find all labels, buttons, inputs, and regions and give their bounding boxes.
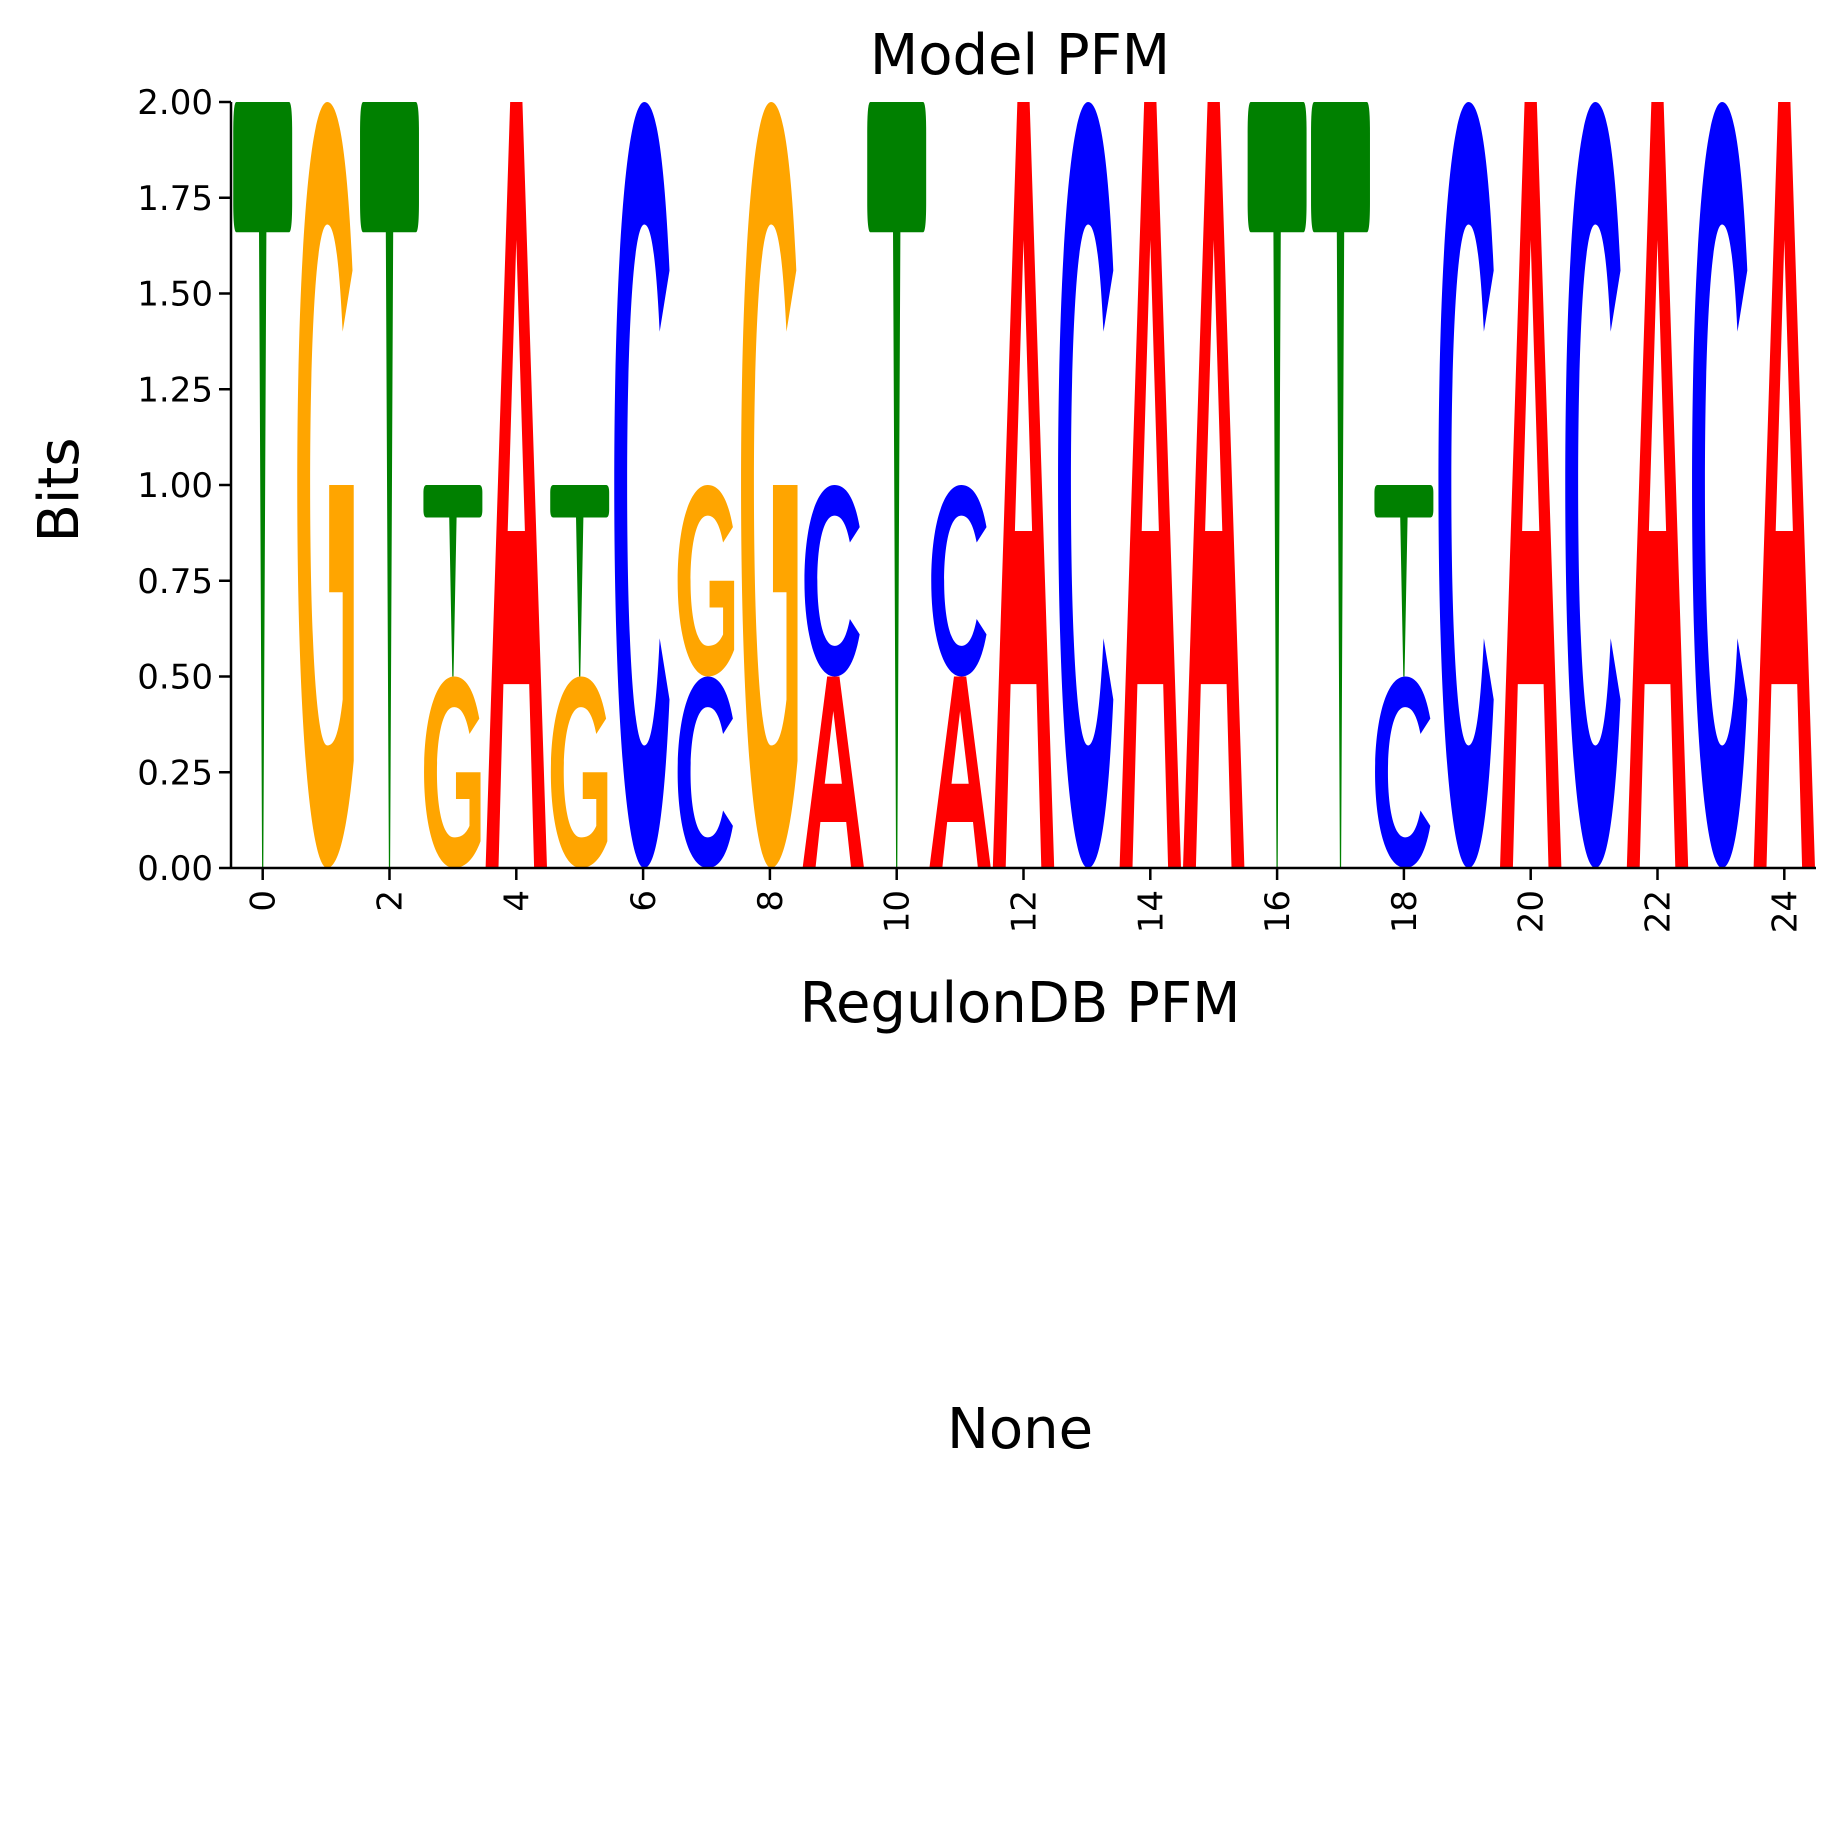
x-axis-label: RegulonDB PFM	[800, 971, 1241, 1036]
logo-letter-t	[1374, 485, 1434, 677]
y-tick-label: 1.75	[137, 179, 213, 219]
logo-letter-g	[677, 485, 735, 677]
logo-letter-c	[1375, 676, 1431, 868]
logo-letter-c	[1692, 102, 1748, 868]
logo-letter-a	[802, 676, 864, 868]
logo-letter-c	[804, 485, 860, 677]
logo-letter-t	[1247, 102, 1307, 868]
logo-letter-c	[1438, 102, 1494, 868]
x-tick-label: 12	[1005, 890, 1045, 933]
x-tick-label: 8	[751, 890, 791, 912]
logo-letter-a	[992, 102, 1055, 868]
logo-letter-g	[550, 676, 608, 868]
logo-letter-c	[931, 485, 987, 677]
x-tick-label: 10	[878, 890, 918, 933]
chart-title: Model PFM	[870, 23, 1170, 88]
x-tick-label: 18	[1385, 890, 1425, 933]
logo-letter-g	[741, 102, 798, 868]
logo-plot-area	[233, 102, 1815, 868]
logo-letter-a	[1753, 102, 1815, 868]
x-tick-label: 24	[1765, 890, 1805, 933]
y-tick-label: 0.50	[137, 658, 213, 698]
y-tick-label: 0.75	[137, 562, 213, 602]
x-tick-label: 22	[1639, 890, 1679, 933]
x-tick-label: 16	[1258, 890, 1298, 933]
y-tick-label: 1.50	[137, 275, 213, 315]
logo-letter-t	[423, 485, 483, 677]
x-tick-label: 20	[1512, 890, 1552, 933]
y-tick-label: 0.00	[137, 849, 213, 889]
logo-letter-t	[233, 102, 293, 868]
logo-letter-t	[550, 485, 610, 677]
logo-letter-c	[1565, 102, 1621, 868]
logo-letter-a	[929, 676, 991, 868]
logo-letter-c	[1058, 102, 1114, 868]
y-axis-label: Bits	[27, 437, 92, 542]
logo-letter-a	[485, 102, 547, 868]
axes: 0.000.250.500.751.001.251.501.752.000 2 4 6…	[137, 83, 1816, 933]
x-tick-label: 6	[624, 890, 664, 912]
y-tick-label: 1.25	[137, 370, 213, 410]
x-tick-label: 2	[371, 890, 411, 912]
logo-letter-t	[867, 102, 927, 868]
logo-letter-g	[424, 676, 481, 868]
x-tick-label: 4	[497, 890, 537, 912]
logo-letter-a	[1119, 102, 1181, 868]
logo-letter-c	[614, 102, 670, 868]
logo-letter-c	[677, 676, 733, 868]
y-tick-label: 1.00	[137, 466, 213, 506]
x-tick-label: 0	[244, 890, 284, 912]
logo-letter-g	[297, 102, 354, 868]
second-panel-title: None	[947, 1397, 1093, 1462]
x-tick-label: 14	[1131, 890, 1171, 933]
y-tick-label: 2.00	[137, 83, 213, 123]
logo-letter-t	[360, 102, 419, 868]
logo-letter-a	[1626, 102, 1689, 868]
logo-letter-a	[1183, 102, 1245, 868]
logo-letter-t	[1311, 102, 1370, 868]
logo-letter-a	[1500, 102, 1562, 868]
y-tick-label: 0.25	[137, 753, 213, 793]
